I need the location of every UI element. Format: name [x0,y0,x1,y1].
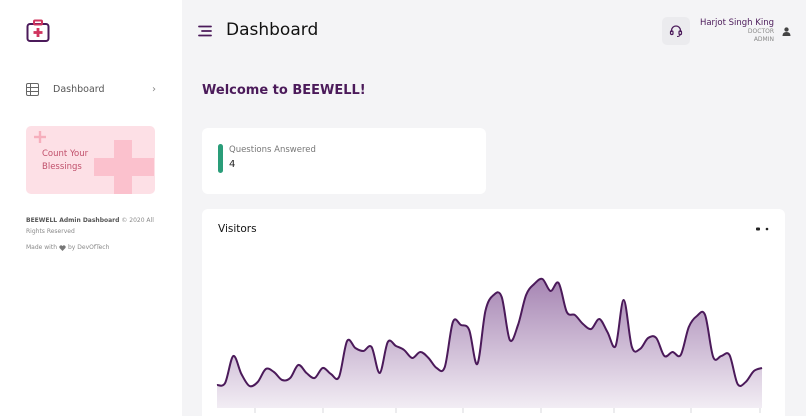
user-role: DOCTOR [747,28,774,35]
menu-icon[interactable] [198,24,212,38]
headset-icon [669,25,683,38]
footer-made-with: Made with [26,244,57,251]
heart-icon [59,244,66,251]
more-options-icon[interactable] [756,227,770,231]
user-info: Harjot Singh King DOCTOR ADMIN [690,18,774,44]
list-icon [26,82,39,96]
sidebar-item-label: Dashboard [53,83,105,95]
page-title: Dashboard [226,20,319,40]
sidebar: Dashboard › Count Your Blessings BEEWELL… [0,0,182,416]
visitors-chart-card: Visitors [202,209,785,416]
medical-kit-icon[interactable] [26,19,50,43]
visitors-area-chart [216,277,763,413]
stat-label: Questions Answered [229,145,316,155]
stat-card-questions: Questions Answered 4 [202,128,486,194]
user-icon[interactable] [782,27,791,36]
footer-brand: BEEWELL Admin Dashboard [26,217,120,224]
footer-rights: © 2020 All Rights Reserved [26,217,154,235]
promo-card: Count Your Blessings [26,126,155,194]
user-name: Harjot Singh King [699,18,774,28]
medical-cross-icon [94,140,154,194]
footer-credit: Made with by DevOfTech [26,244,156,251]
user-role-secondary: ADMIN [753,36,774,43]
footer-by: by DevOfTech [68,244,110,251]
support-button[interactable] [662,17,690,45]
stat-accent-bar [218,144,223,173]
stat-value: 4 [229,159,236,170]
welcome-heading: Welcome to BEEWELL! [202,83,366,98]
chart-axis-ticks [254,408,761,413]
chart-title: Visitors [218,223,257,235]
sparkle-icon [34,131,46,143]
chevron-right-icon: › [152,83,156,95]
promo-text: Count Your Blessings [42,149,89,172]
footer-copyright: BEEWELL Admin Dashboard © 2020 All Right… [26,215,156,237]
sidebar-item-dashboard[interactable]: Dashboard › [26,80,156,98]
visitors-series-line [216,277,763,388]
